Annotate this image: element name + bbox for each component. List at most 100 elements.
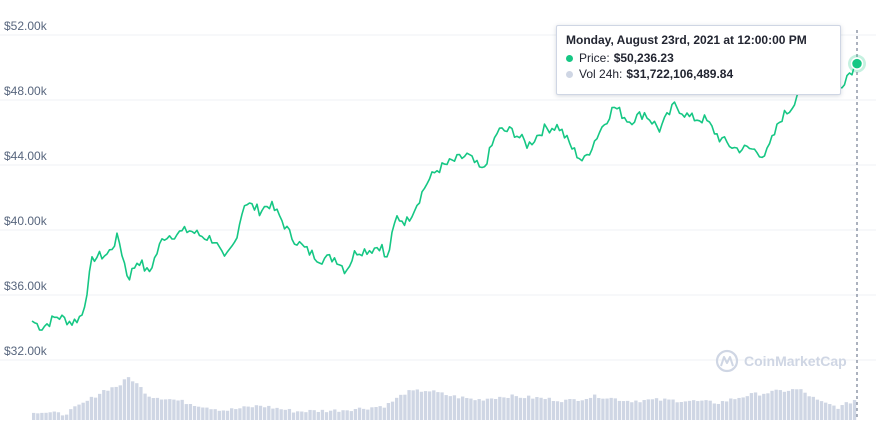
volume-bar — [77, 404, 81, 420]
volume-bar — [337, 411, 341, 420]
volume-bar — [188, 404, 193, 420]
volume-bar — [209, 409, 213, 420]
volume-bar — [836, 408, 840, 420]
volume-bar — [650, 399, 655, 420]
volume-bar — [667, 399, 671, 420]
price-series-line — [31, 63, 858, 331]
volume-bar — [671, 399, 675, 420]
volume-bar — [378, 406, 382, 420]
volume-bar — [770, 390, 774, 420]
volume-bar — [374, 407, 378, 420]
volume-bar — [795, 389, 799, 420]
volume-bar — [98, 393, 102, 420]
volume-bar — [135, 383, 139, 420]
volume-bar — [300, 411, 304, 420]
watermark-text: CoinMarketCap — [744, 353, 847, 369]
volume-bar — [283, 409, 287, 420]
volume-bar — [52, 411, 56, 420]
volume-bar — [840, 405, 844, 420]
volume-bar — [642, 400, 646, 420]
volume-bar — [791, 389, 795, 420]
coinmarketcap-watermark: CoinMarketCap — [715, 349, 847, 373]
volume-bar — [634, 400, 638, 420]
volume-bar — [291, 412, 296, 420]
volume-bar — [168, 399, 172, 420]
volume-bar — [473, 400, 477, 420]
volume-bar — [225, 410, 230, 420]
volume-bar — [753, 392, 758, 420]
volume-bar — [489, 398, 494, 420]
volume-bar — [366, 409, 370, 420]
volume-bar — [48, 412, 52, 420]
volume-bar — [81, 402, 85, 420]
volume-bar — [811, 396, 815, 420]
volume-bar — [700, 400, 704, 420]
volume-bar — [217, 410, 221, 420]
volume-bar — [712, 403, 716, 420]
volume-bar — [304, 412, 308, 420]
y-tick-label: $52.00k — [4, 19, 48, 33]
volume-bar — [32, 412, 36, 420]
tooltip-price-label: Price: — [579, 51, 610, 65]
volume-bar — [155, 397, 160, 420]
volume-bar — [230, 408, 234, 420]
y-tick-label: $48.00k — [4, 84, 48, 98]
volume-bar — [560, 402, 564, 420]
volume-bar — [258, 405, 263, 420]
volume-bar — [704, 400, 708, 420]
volume-bar — [110, 387, 114, 420]
volume-bar — [386, 403, 391, 420]
volume-bar — [432, 390, 436, 420]
volume-bar — [345, 410, 349, 420]
volume-bar — [65, 414, 69, 420]
volume-bar — [205, 407, 209, 420]
volume-bar — [522, 398, 527, 420]
volume-bar — [362, 408, 366, 420]
volume-bar — [234, 409, 238, 420]
volume-bar — [683, 401, 688, 420]
volume-bar — [213, 409, 217, 420]
y-tick-label: $36.00k — [4, 279, 48, 293]
volume-bar — [296, 411, 300, 420]
volume-bar — [390, 401, 395, 420]
volume-bar — [593, 394, 597, 420]
volume-bar — [572, 399, 576, 420]
volume-bar — [254, 405, 259, 420]
volume-bar — [687, 400, 692, 420]
volume-bar — [832, 405, 836, 420]
volume-bar — [766, 393, 770, 420]
volume-bar — [176, 400, 180, 420]
volume-bar — [238, 408, 242, 420]
volume-bar — [382, 407, 386, 420]
volume-bar — [423, 391, 428, 420]
tooltip-date: Monday, August 23rd, 2021 at 12:00:00 PM — [566, 33, 807, 47]
volume-bar — [848, 403, 853, 420]
volume-bar — [506, 397, 510, 420]
volume-bar — [696, 401, 700, 420]
volume-bar — [588, 397, 593, 420]
volume-bar — [461, 396, 465, 420]
volume-bar — [725, 401, 729, 420]
volume-bar — [518, 397, 523, 420]
volume-bar — [444, 395, 448, 420]
volume-bar — [399, 394, 403, 420]
volume-bar — [242, 406, 246, 420]
volume-bar — [494, 399, 498, 420]
volume-bar — [613, 398, 617, 420]
y-axis-ticks: $52.00k $48.00k $44.00k $40.00k $36.00k $32.0… — [4, 19, 48, 358]
volume-bar — [180, 399, 184, 420]
hover-point-marker[interactable] — [850, 57, 864, 70]
volume-bar — [279, 409, 283, 420]
volume-bar — [440, 392, 444, 420]
volume-bar — [151, 398, 155, 420]
volume-bar — [465, 398, 469, 420]
volume-bar — [357, 407, 362, 420]
volume-bar — [539, 397, 543, 420]
volume-bar — [419, 391, 424, 420]
volume-bar — [308, 409, 312, 420]
volume-bar — [621, 401, 626, 420]
volume-bar — [106, 390, 110, 420]
volume-bar — [139, 387, 143, 420]
